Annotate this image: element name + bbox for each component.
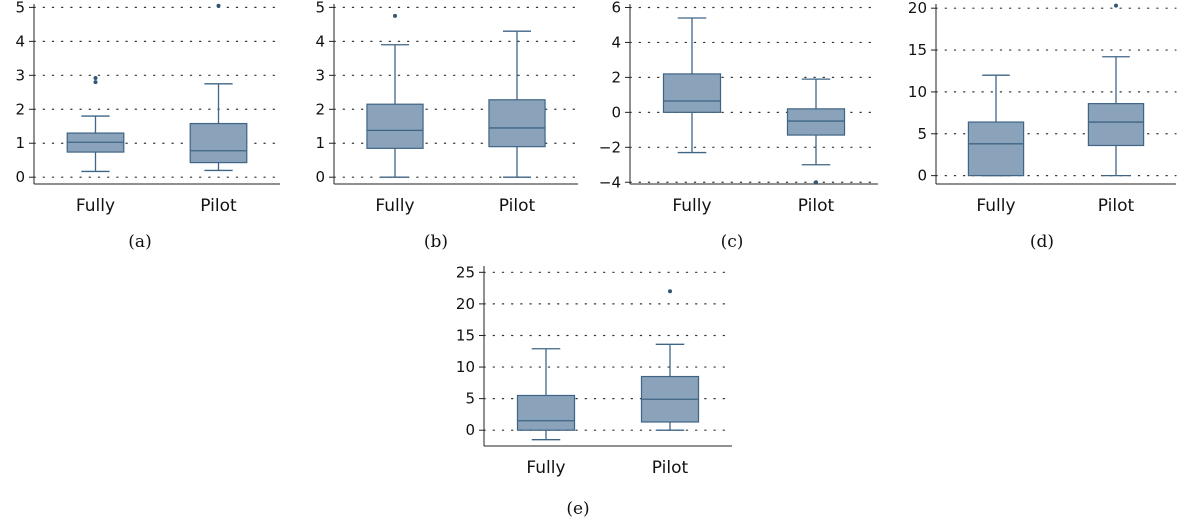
iqr-box [488, 99, 546, 148]
y-tick-label: 0 [917, 167, 927, 185]
chart-panel-d: 0 5 10 15 20 Fully Pilot (d) [898, 0, 1178, 260]
x-category-label: Pilot [200, 196, 237, 216]
y-tick-label: 0 [15, 168, 25, 186]
y-tick-label: −2 [599, 138, 621, 156]
y-tick-label: 5 [465, 390, 475, 408]
y-tick-label: 0 [315, 168, 325, 186]
outlier-point [668, 289, 672, 294]
y-tick-label: 5 [15, 0, 25, 16]
box-fully [66, 76, 125, 173]
y-tick-label: 20 [456, 295, 475, 313]
caption-b: (b) [423, 232, 449, 252]
x-category-label: Pilot [652, 458, 689, 478]
box-fully [366, 13, 424, 178]
iqr-box [662, 73, 722, 113]
y-tick-label: 10 [908, 83, 927, 101]
iqr-box [189, 122, 248, 164]
y-tick-label: 25 [456, 263, 475, 281]
chart-panel-b: 0 1 2 3 4 5 Fully Pilot (b) [296, 0, 579, 260]
y-tick-label: 4 [15, 32, 25, 50]
x-category-label: Pilot [1098, 196, 1135, 216]
y-tick-label: 6 [611, 0, 621, 16]
x-category-label: Fully [976, 196, 1015, 216]
x-category-label: Fully [375, 196, 414, 216]
y-tick-label: 3 [315, 66, 325, 84]
y-tick-label: 2 [315, 100, 325, 118]
y-tick-label: 0 [611, 103, 621, 121]
boxplot-d: 0 5 10 15 20 Fully Pilot [908, 0, 1177, 216]
y-tick-label: 2 [15, 100, 25, 118]
y-tick-label: 2 [611, 68, 621, 86]
box-pilot [1087, 3, 1145, 177]
y-tick-label: 5 [917, 125, 927, 143]
iqr-box [786, 108, 846, 136]
outlier-point [93, 80, 98, 85]
chart-panel-c: −4 −2 0 2 4 6 Fully Pilot (c) [592, 0, 879, 260]
caption-e: (e) [566, 499, 590, 519]
chart-panel-a: 0 1 2 3 4 5 Fully Pilot (a) [0, 0, 281, 260]
caption-d: (d) [1029, 232, 1055, 252]
iqr-box [516, 394, 576, 431]
y-tick-label: 10 [456, 358, 475, 376]
box-pilot [488, 30, 546, 178]
iqr-box [1087, 103, 1145, 147]
x-category-label: Pilot [499, 196, 536, 216]
iqr-box [366, 103, 424, 149]
y-tick-label: 15 [908, 41, 927, 59]
outlier-point [393, 13, 397, 18]
caption-c: (c) [720, 232, 744, 252]
y-tick-label: 1 [15, 134, 25, 152]
x-category-label: Fully [526, 458, 565, 478]
boxplot-b: 0 1 2 3 4 5 Fully Pilot [315, 0, 579, 216]
y-tick-label: 20 [908, 0, 927, 17]
y-tick-label: 4 [315, 32, 325, 50]
x-category-label: Fully [76, 196, 115, 216]
box-fully [662, 17, 722, 154]
y-tick-label: −4 [599, 173, 621, 191]
box-pilot [786, 78, 846, 185]
outlier-point [216, 3, 221, 8]
x-category-label: Fully [672, 196, 711, 216]
box-fully [967, 74, 1025, 177]
iqr-box [967, 121, 1025, 177]
boxplot-c: −4 −2 0 2 4 6 Fully Pilot [599, 0, 879, 216]
outlier-point [93, 76, 98, 81]
box-pilot [189, 3, 248, 172]
y-tick-label: 4 [611, 33, 621, 51]
y-tick-label: 1 [315, 134, 325, 152]
y-tick-label: 3 [15, 66, 25, 84]
y-tick-label: 15 [456, 326, 475, 344]
chart-panel-e: 0 5 10 15 20 25 Fully Pilot (e) [442, 262, 742, 525]
y-tick-label: 0 [465, 421, 475, 439]
box-pilot [640, 289, 700, 431]
x-category-label: Pilot [798, 196, 835, 216]
outlier-point [1114, 3, 1118, 8]
outlier-point [814, 180, 818, 185]
box-fully [516, 348, 576, 441]
y-tick-label: 5 [315, 0, 325, 16]
caption-a: (a) [128, 232, 152, 252]
boxplot-a: 0 1 2 3 4 5 Fully Pilot [15, 0, 281, 216]
boxplot-e: 0 5 10 15 20 25 Fully Pilot [456, 263, 733, 478]
